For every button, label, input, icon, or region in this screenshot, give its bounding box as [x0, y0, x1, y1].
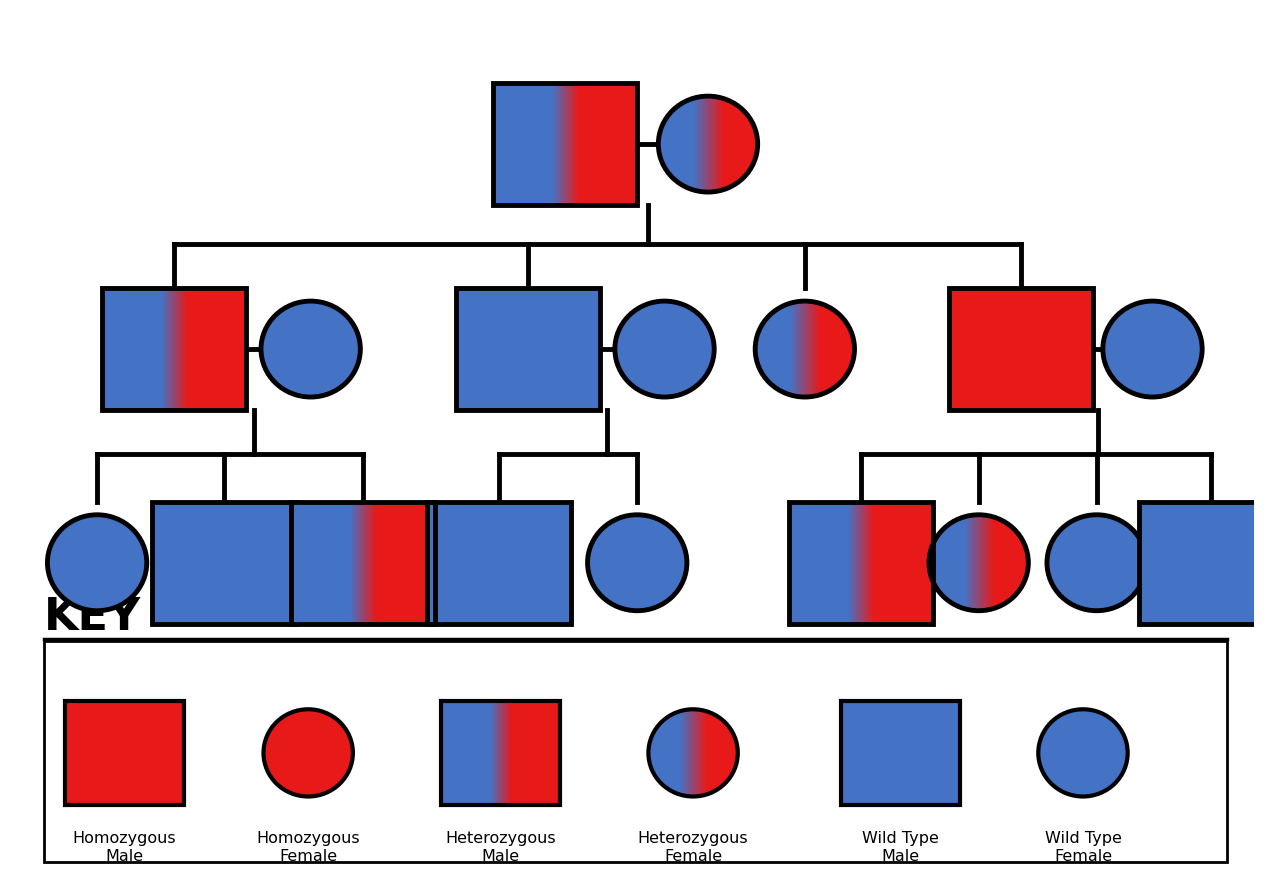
Polygon shape [152, 502, 295, 624]
Polygon shape [649, 709, 693, 797]
Ellipse shape [264, 709, 353, 797]
Text: Wild Type
Male: Wild Type Male [862, 831, 939, 864]
Ellipse shape [1102, 301, 1202, 397]
Polygon shape [43, 641, 1226, 862]
Polygon shape [427, 502, 571, 624]
Polygon shape [755, 301, 805, 397]
Text: Heterozygous
Female: Heterozygous Female [637, 831, 749, 864]
Polygon shape [978, 514, 1029, 611]
Polygon shape [1139, 502, 1267, 624]
Polygon shape [65, 700, 184, 805]
Polygon shape [362, 502, 435, 624]
Polygon shape [493, 83, 565, 206]
Polygon shape [174, 288, 246, 410]
Ellipse shape [588, 514, 687, 611]
Ellipse shape [1047, 514, 1147, 611]
Text: Homozygous
Female: Homozygous Female [256, 831, 360, 864]
Ellipse shape [1038, 709, 1128, 797]
Text: Wild Type
Female: Wild Type Female [1044, 831, 1121, 864]
Polygon shape [565, 83, 637, 206]
Text: Homozygous
Male: Homozygous Male [72, 831, 176, 864]
Ellipse shape [614, 301, 715, 397]
Polygon shape [788, 502, 860, 624]
Polygon shape [949, 288, 1093, 410]
Polygon shape [693, 709, 737, 797]
Polygon shape [929, 514, 978, 611]
Text: KEY: KEY [43, 595, 141, 639]
Polygon shape [291, 502, 362, 624]
Polygon shape [500, 700, 560, 805]
Ellipse shape [47, 514, 147, 611]
Polygon shape [841, 700, 960, 805]
Polygon shape [805, 301, 854, 397]
Polygon shape [456, 288, 601, 410]
Polygon shape [441, 700, 500, 805]
Text: Heterozygous
Male: Heterozygous Male [445, 831, 556, 864]
Ellipse shape [261, 301, 360, 397]
Polygon shape [103, 288, 174, 410]
Polygon shape [708, 96, 758, 192]
Polygon shape [659, 96, 708, 192]
Polygon shape [860, 502, 933, 624]
